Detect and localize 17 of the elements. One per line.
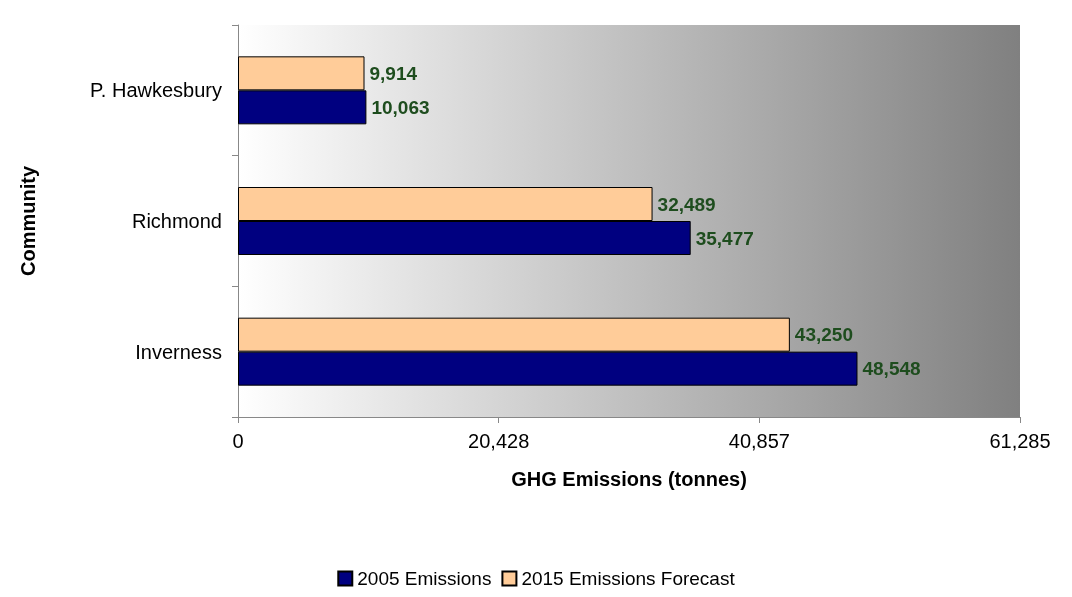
y-tick-label: Inverness [135,340,222,363]
x-axis-title: GHG Emissions (tonnes) [511,468,747,490]
data-label: 32,489 [657,193,716,215]
legend-label: 2005 Emissions [357,568,492,589]
x-tick-label: 0 [232,430,244,452]
x-tick-label: 20,428 [468,430,530,452]
data-label: 43,250 [794,324,853,346]
y-axis-title: Community [17,165,39,276]
data-label: 10,063 [371,96,430,118]
x-tick-label: 61,285 [989,430,1051,452]
y-tick-label: P. Hawkesbury [90,79,222,102]
data-label: 9,914 [369,62,418,84]
y-tick-label: Richmond [131,210,222,232]
legend-label: 2015 Emissions Forecast [521,568,736,589]
x-tick-label: 40,857 [728,430,790,452]
data-label: 35,477 [695,227,754,249]
data-label: 48,548 [862,358,921,380]
